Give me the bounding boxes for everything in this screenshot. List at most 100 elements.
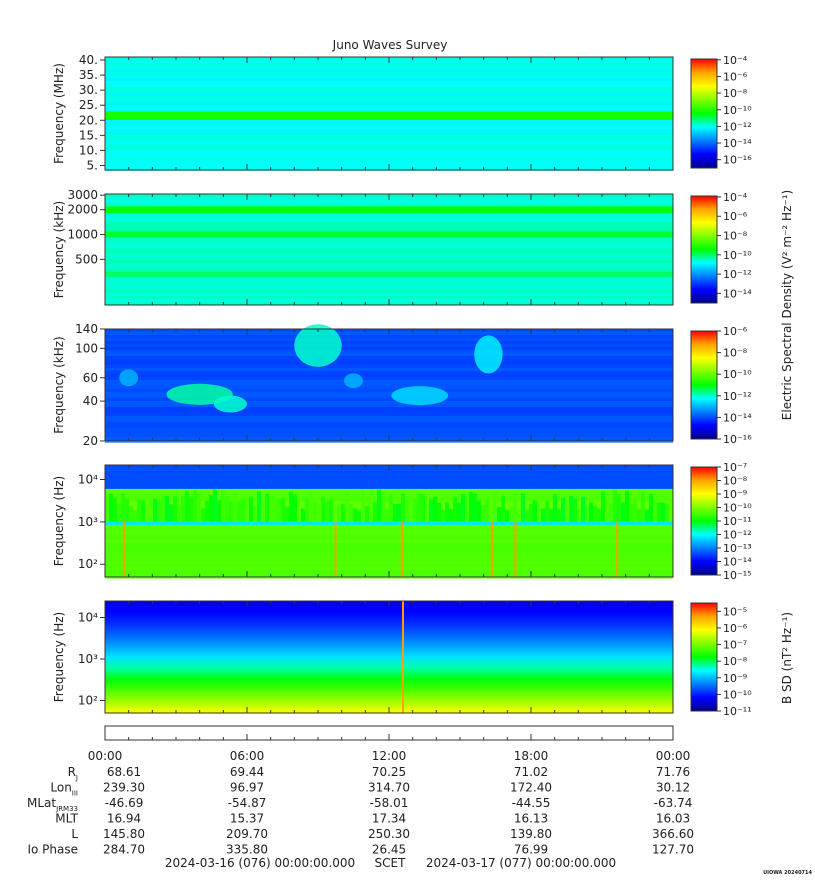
ephemeris-value: 30.12 [656, 781, 690, 795]
colorbar-tick-label: 10⁻⁹ [723, 672, 747, 685]
chorus-column [537, 496, 541, 522]
chorus-column [141, 500, 145, 522]
chorus-column [241, 498, 245, 522]
colorbar-tick-label: 10⁻¹⁵ [723, 569, 752, 582]
y-axis-label: Frequency (MHz) [52, 63, 66, 164]
chorus-column [601, 491, 605, 522]
chorus-column [109, 493, 113, 522]
chorus-column [405, 499, 409, 522]
noise-row [105, 281, 673, 284]
chorus-column [573, 498, 577, 522]
chorus-column [613, 489, 617, 522]
noise-row [105, 419, 673, 422]
chorus-column [473, 493, 477, 522]
chorus-column [253, 505, 257, 522]
colorbar-scale [690, 466, 718, 576]
chorus-column [489, 502, 493, 522]
emission-blob [166, 383, 233, 405]
noise-row [105, 90, 673, 93]
chorus-column [477, 500, 481, 522]
colorbar-tick-label: 10⁻⁷ [723, 461, 747, 474]
chorus-column [649, 493, 653, 522]
chorus-column [205, 500, 209, 522]
chorus-column [501, 495, 505, 522]
colorbar-3: 10⁻⁶ 10⁻⁸ 10⁻¹⁰ 10⁻¹² 10⁻¹⁴ 10⁻¹⁶ [690, 325, 752, 446]
y-tick-label: 15. [79, 128, 98, 142]
noise-row [105, 552, 673, 555]
noise-row [105, 236, 673, 239]
chorus-column [193, 489, 197, 522]
noise-row [105, 203, 673, 206]
scet-start: 2024-03-16 (076) 00:00:00.000 [165, 856, 355, 870]
chorus-column [273, 496, 277, 522]
noise-row [105, 359, 673, 362]
noise-row [105, 96, 673, 99]
noise-row [105, 87, 673, 90]
y-tick-label: 1000 [67, 228, 98, 242]
chorus-column [561, 497, 565, 522]
chorus-column [265, 493, 269, 522]
chorus-column [517, 509, 521, 522]
chorus-column [365, 505, 369, 522]
chorus-column [565, 496, 569, 522]
scet-label: SCET [375, 856, 407, 870]
colorbar-1: 10⁻⁴ 10⁻⁶ 10⁻⁸ 10⁻¹⁰ 10⁻¹² 10⁻¹⁴ 10⁻¹⁶ [690, 54, 752, 169]
y-axis-label: Frequency (kHz) [52, 201, 66, 298]
noise-row [105, 296, 673, 299]
chorus-column [289, 491, 293, 522]
emission-blob [294, 324, 342, 367]
chorus-column [245, 495, 249, 522]
ephemeris-value: 71.76 [656, 765, 690, 779]
chorus-column [269, 494, 273, 522]
y-axis-label: Frequency (Hz) [52, 612, 66, 703]
chorus-column [481, 504, 485, 522]
spike-line [400, 521, 403, 577]
y-tick-label: 10⁴ [78, 473, 98, 487]
emission-blob [344, 373, 363, 389]
chorus-column [545, 501, 549, 522]
chorus-column [317, 502, 321, 522]
noise-row [105, 338, 673, 341]
noise-row [105, 153, 673, 156]
chorus-column [105, 497, 109, 522]
noise-row [105, 63, 673, 66]
chorus-column [165, 495, 169, 522]
noise-row [105, 431, 673, 434]
noise-row [105, 350, 673, 353]
chorus-column [669, 492, 673, 522]
spike-line [402, 601, 405, 713]
noise-row [105, 156, 673, 159]
y-tick-label: 10³ [78, 652, 98, 666]
colorbar-4: 10⁻⁷10⁻⁸10⁻⁹10⁻¹⁰10⁻¹¹10⁻¹²10⁻¹³10⁻¹⁴10⁻… [690, 461, 752, 582]
chorus-column [657, 502, 661, 522]
chorus-column [169, 504, 173, 522]
colorbar-tick-label: 10⁻¹⁰ [723, 688, 752, 701]
y-tick-label: 500 [75, 252, 98, 266]
chorus-column [541, 508, 545, 522]
ephemeris-row-label: Io Phase [27, 843, 78, 857]
ephemeris-value: 69.44 [230, 765, 264, 779]
y-tick-label: 10⁴ [78, 611, 98, 625]
chart-title: Juno Waves Survey [332, 38, 448, 52]
chorus-column [221, 490, 225, 522]
chorus-column [209, 495, 213, 522]
chorus-column [229, 501, 233, 522]
chorus-column [525, 510, 529, 522]
ephemeris-row-label: L [71, 827, 78, 841]
noise-row [105, 561, 673, 564]
colorbar-tick-label: 10⁻¹² [723, 120, 752, 133]
y-tick-label: 10. [79, 143, 98, 157]
noise-row [105, 69, 673, 72]
colorbar-tick-label: 10⁻⁸ [723, 87, 748, 100]
chorus-column [321, 496, 325, 522]
colorbar-tick-label: 10⁻⁸ [723, 347, 748, 360]
chorus-column [493, 491, 497, 522]
chorus-column [129, 506, 133, 522]
ephemeris-value: 71.02 [514, 765, 548, 779]
chorus-column [513, 493, 517, 522]
chorus-column [637, 508, 641, 522]
y-tick-label: 60 [83, 371, 98, 385]
emission-blob [391, 386, 449, 406]
colorbar-tick-label: 10⁻¹¹ [723, 705, 752, 718]
noise-row [105, 341, 673, 344]
